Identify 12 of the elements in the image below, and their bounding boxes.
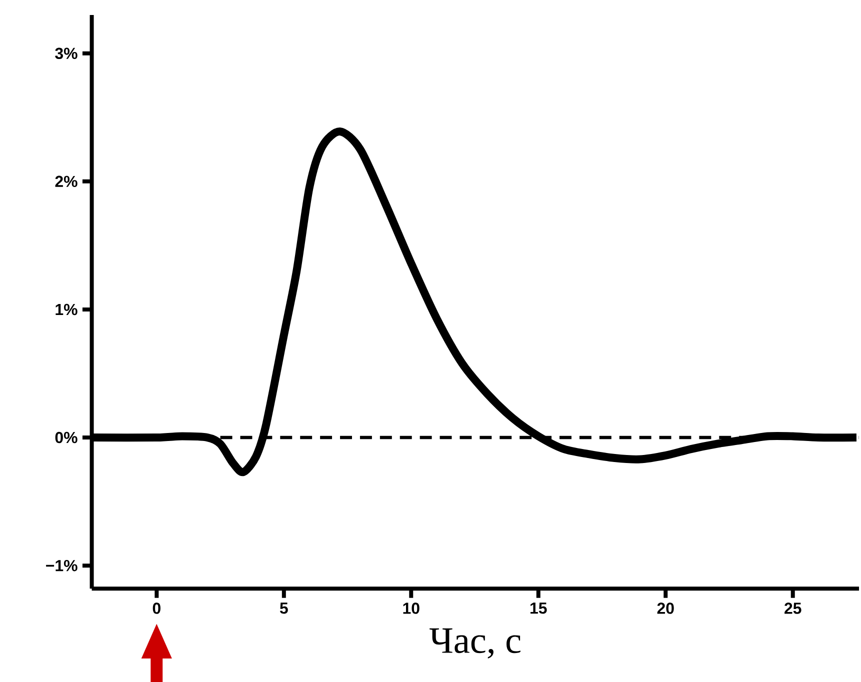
x-tick-label: 15 bbox=[530, 602, 547, 614]
x-tick-label: 5 bbox=[280, 602, 288, 614]
x-tick-label: 25 bbox=[784, 602, 802, 614]
y-tick-label: 1% bbox=[56, 304, 78, 315]
x-tick-label: 0 bbox=[152, 602, 160, 614]
y-tick-label: 0% bbox=[55, 432, 78, 443]
x-tick-label: 20 bbox=[657, 602, 674, 614]
y-tick-label: 3% bbox=[55, 48, 78, 59]
x-axis-title: Час, с bbox=[430, 628, 520, 658]
y-tick-label: −1% bbox=[46, 560, 78, 571]
x-tick-label: 10 bbox=[403, 602, 420, 614]
y-tick-label: 2% bbox=[55, 176, 78, 187]
